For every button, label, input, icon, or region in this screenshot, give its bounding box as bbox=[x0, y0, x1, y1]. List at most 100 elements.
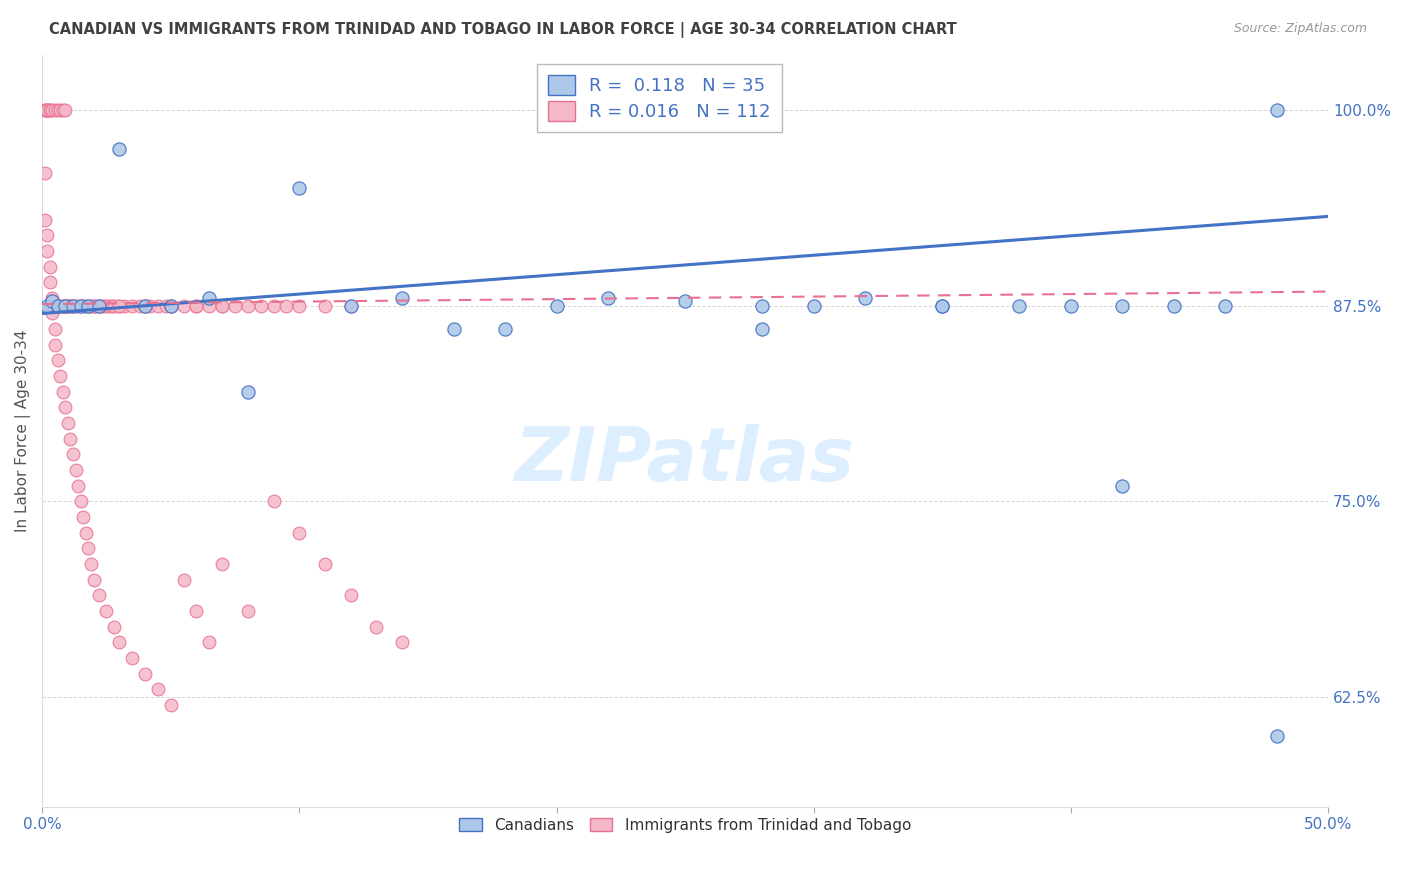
Point bbox=[211, 557, 233, 571]
Point bbox=[146, 682, 169, 697]
Point bbox=[38, 103, 60, 117]
Point bbox=[288, 525, 311, 540]
Point bbox=[1163, 299, 1185, 313]
Point bbox=[186, 604, 208, 618]
Point bbox=[263, 494, 285, 508]
Point bbox=[90, 299, 112, 313]
Point bbox=[56, 416, 79, 430]
Point bbox=[103, 299, 125, 313]
Point bbox=[65, 299, 87, 313]
Point bbox=[69, 494, 91, 508]
Point bbox=[46, 353, 69, 368]
Point bbox=[339, 299, 361, 313]
Point bbox=[751, 322, 773, 336]
Point bbox=[494, 322, 516, 336]
Point bbox=[1213, 299, 1236, 313]
Point bbox=[314, 299, 336, 313]
Point bbox=[72, 299, 94, 313]
Point bbox=[65, 463, 87, 477]
Point bbox=[100, 299, 122, 313]
Point bbox=[236, 384, 259, 399]
Point bbox=[155, 299, 177, 313]
Text: CANADIAN VS IMMIGRANTS FROM TRINIDAD AND TOBAGO IN LABOR FORCE | AGE 30-34 CORRE: CANADIAN VS IMMIGRANTS FROM TRINIDAD AND… bbox=[49, 22, 957, 38]
Point bbox=[37, 103, 59, 117]
Point bbox=[288, 181, 311, 195]
Point bbox=[37, 228, 59, 243]
Legend: Canadians, Immigrants from Trinidad and Tobago: Canadians, Immigrants from Trinidad and … bbox=[451, 810, 918, 840]
Point bbox=[853, 291, 876, 305]
Point bbox=[37, 103, 59, 117]
Point bbox=[931, 299, 953, 313]
Point bbox=[38, 103, 60, 117]
Point bbox=[41, 306, 63, 320]
Point bbox=[121, 651, 143, 665]
Point bbox=[59, 299, 82, 313]
Point bbox=[108, 142, 131, 156]
Point bbox=[236, 299, 259, 313]
Point bbox=[134, 299, 156, 313]
Point bbox=[96, 604, 118, 618]
Point bbox=[263, 299, 285, 313]
Point bbox=[38, 260, 60, 274]
Point bbox=[83, 573, 105, 587]
Point bbox=[69, 299, 91, 313]
Point bbox=[46, 299, 69, 313]
Point bbox=[52, 299, 75, 313]
Point bbox=[803, 299, 825, 313]
Point bbox=[41, 291, 63, 305]
Point bbox=[546, 299, 568, 313]
Point bbox=[56, 299, 79, 313]
Point bbox=[41, 299, 63, 313]
Point bbox=[288, 299, 311, 313]
Point bbox=[198, 635, 221, 649]
Point bbox=[52, 384, 75, 399]
Point bbox=[83, 299, 105, 313]
Point bbox=[93, 299, 115, 313]
Point bbox=[1008, 299, 1031, 313]
Point bbox=[34, 103, 56, 117]
Y-axis label: In Labor Force | Age 30-34: In Labor Force | Age 30-34 bbox=[15, 330, 31, 533]
Point bbox=[34, 212, 56, 227]
Point bbox=[159, 698, 181, 712]
Point bbox=[596, 291, 619, 305]
Point bbox=[108, 635, 131, 649]
Point bbox=[173, 299, 195, 313]
Point bbox=[69, 299, 91, 313]
Point bbox=[53, 299, 76, 313]
Point bbox=[159, 299, 181, 313]
Point bbox=[38, 299, 60, 313]
Point bbox=[62, 447, 84, 461]
Point bbox=[108, 299, 131, 313]
Point bbox=[62, 299, 84, 313]
Point bbox=[1111, 299, 1133, 313]
Point bbox=[249, 299, 271, 313]
Point bbox=[34, 103, 56, 117]
Point bbox=[38, 275, 60, 289]
Point bbox=[159, 299, 181, 313]
Point bbox=[44, 322, 66, 336]
Point bbox=[52, 103, 75, 117]
Point bbox=[83, 299, 105, 313]
Point bbox=[49, 369, 72, 384]
Point bbox=[84, 299, 107, 313]
Point bbox=[391, 635, 413, 649]
Point bbox=[134, 299, 156, 313]
Point bbox=[173, 573, 195, 587]
Point bbox=[1265, 729, 1288, 743]
Point bbox=[59, 299, 82, 313]
Point bbox=[37, 244, 59, 258]
Point bbox=[128, 299, 150, 313]
Point bbox=[41, 293, 63, 308]
Point bbox=[121, 299, 143, 313]
Point bbox=[72, 510, 94, 524]
Point bbox=[198, 299, 221, 313]
Point bbox=[1265, 103, 1288, 117]
Point bbox=[53, 103, 76, 117]
Point bbox=[1060, 299, 1083, 313]
Point bbox=[211, 299, 233, 313]
Point bbox=[236, 604, 259, 618]
Point bbox=[931, 299, 953, 313]
Point bbox=[34, 165, 56, 179]
Point bbox=[134, 666, 156, 681]
Point bbox=[98, 299, 121, 313]
